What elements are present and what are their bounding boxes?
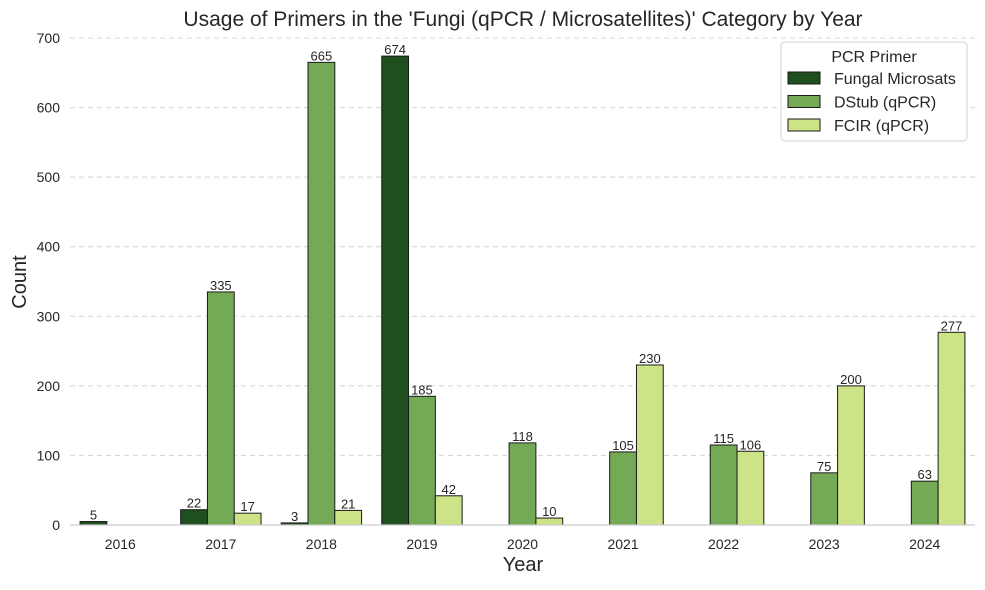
bar <box>206 291 235 526</box>
bar-value-label: 21 <box>341 496 355 511</box>
bar <box>307 61 336 526</box>
bar <box>233 512 262 526</box>
legend-swatch <box>787 95 821 108</box>
data-labels: 5 22 335 17 3 665 21 674 185 42 118 10 105 230 115 106 7… <box>90 42 963 524</box>
y-tick-label: 200 <box>37 378 61 394</box>
y-tick-label: 300 <box>37 308 61 324</box>
bar <box>837 385 865 526</box>
x-tick-label: 2023 <box>809 536 840 552</box>
bar <box>910 480 939 526</box>
legend-swatch <box>787 118 821 132</box>
bars <box>79 55 966 526</box>
chart-title: Usage of Primers in the 'Fungi (qPCR / M… <box>183 8 862 31</box>
bar-value-label: 5 <box>90 508 97 523</box>
bar-value-label: 105 <box>612 438 634 453</box>
bar-value-label: 10 <box>542 504 556 519</box>
bar-value-label: 115 <box>713 431 734 446</box>
bar-value-label: 277 <box>941 318 963 333</box>
x-tick-label: 2017 <box>205 536 236 552</box>
bar-value-label: 230 <box>639 351 661 366</box>
bar <box>408 395 436 526</box>
x-tick-label: 2018 <box>306 536 337 552</box>
bar-value-label: 3 <box>291 509 298 524</box>
bar <box>381 55 410 526</box>
x-axis-label: Year <box>503 554 544 576</box>
bar <box>810 472 839 526</box>
bar-value-label: 185 <box>411 382 433 397</box>
bar <box>434 495 463 526</box>
bar <box>508 442 537 526</box>
bar <box>334 509 363 526</box>
legend-label: DStub (qPCR) <box>834 95 936 112</box>
x-tick-label: 2021 <box>607 536 638 552</box>
bar-value-label: 106 <box>740 437 762 452</box>
bar-value-label: 63 <box>917 467 931 482</box>
legend-label: FCIR (qPCR) <box>834 118 929 135</box>
legend-title: PCR Primer <box>831 49 917 66</box>
bar-value-label: 335 <box>210 278 232 293</box>
legend-frame <box>780 41 968 142</box>
bar <box>180 509 208 526</box>
y-tick-label: 700 <box>37 30 61 46</box>
legend: PCR Primer Fungal Microsats DStub (qPCR) F… <box>780 41 968 142</box>
x-axis-ticks: 2016 2017 2018 2019 2020 2021 2022 2023 2024 <box>105 536 941 552</box>
y-tick-label: 500 <box>37 169 61 185</box>
y-axis-label: Count <box>9 255 31 309</box>
y-tick-label: 600 <box>37 100 61 116</box>
legend-swatch <box>787 71 821 85</box>
x-tick-label: 2024 <box>909 536 940 552</box>
x-tick-label: 2020 <box>507 536 538 552</box>
y-tick-label: 100 <box>37 447 61 463</box>
bar-value-label: 17 <box>240 499 254 514</box>
x-tick-label: 2016 <box>105 536 136 552</box>
bar <box>535 517 564 526</box>
bar <box>635 364 664 526</box>
legend-label: Fungal Microsats <box>834 71 956 88</box>
bar-value-label: 200 <box>840 372 862 387</box>
bar <box>709 444 738 526</box>
bar-value-label: 674 <box>384 42 406 57</box>
bar-value-label: 75 <box>817 459 831 474</box>
x-tick-label: 2019 <box>406 536 437 552</box>
bar-value-label: 22 <box>187 496 201 511</box>
y-tick-label: 400 <box>37 239 61 255</box>
bar <box>609 451 637 526</box>
bar-value-label: 665 <box>311 48 333 63</box>
y-axis-ticks: 0 100 200 300 400 500 600 700 <box>37 30 61 533</box>
bar <box>937 331 966 526</box>
bar-value-label: 118 <box>512 429 533 444</box>
y-tick-label: 0 <box>52 517 60 533</box>
bar-value-label: 42 <box>442 482 456 497</box>
bar <box>736 450 765 526</box>
x-tick-label: 2022 <box>708 536 739 552</box>
